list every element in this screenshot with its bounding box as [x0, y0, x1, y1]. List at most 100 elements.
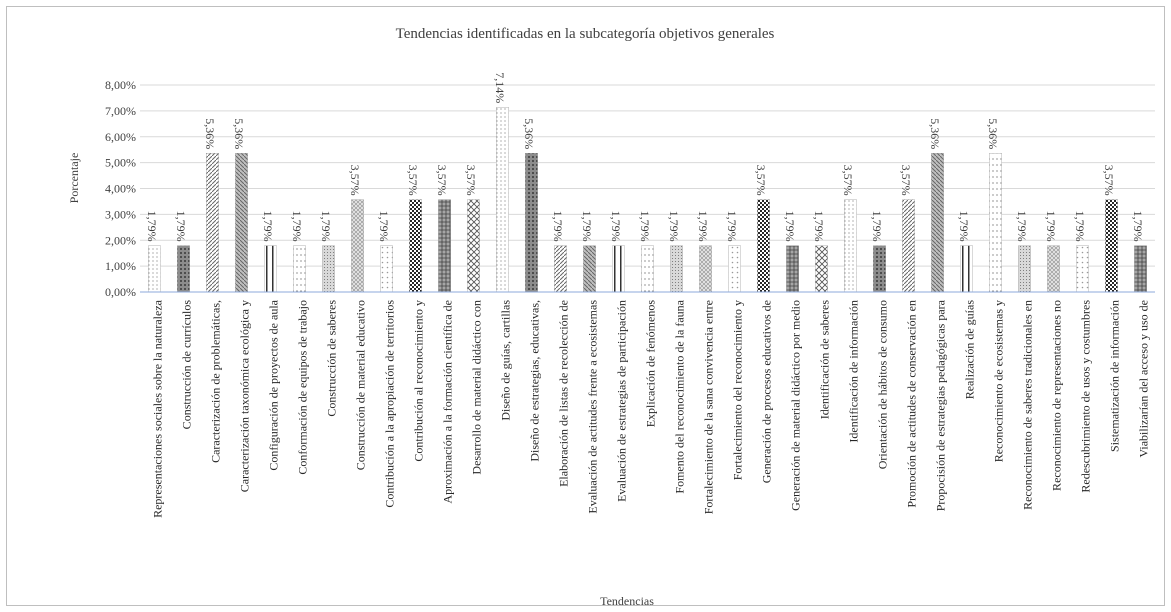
- y-tick-label: 0,00%: [105, 285, 136, 299]
- bar: [351, 199, 364, 293]
- bar: [148, 245, 161, 293]
- category-label: Generación de procesos educativos de: [759, 300, 773, 483]
- category-label: Evaluación de estrategias de participaci…: [614, 300, 628, 502]
- data-label: 1,79%: [319, 211, 333, 242]
- bar: [583, 245, 596, 293]
- category-label: Construcción de currículos: [179, 300, 193, 430]
- category-label: Caracterización de problemáticas,: [208, 300, 222, 463]
- data-label: 1,79%: [1044, 211, 1058, 242]
- category-label: Contribución a la apropiación de territo…: [382, 300, 396, 508]
- data-label: 5,36%: [928, 118, 942, 149]
- bar: [670, 245, 683, 293]
- data-label: 1,79%: [870, 211, 884, 242]
- data-label: 1,79%: [145, 211, 159, 242]
- bar: [757, 199, 770, 293]
- data-label: 1,79%: [957, 211, 971, 242]
- data-label: 1,79%: [696, 211, 710, 242]
- category-label: Explicación de fenómenos: [643, 300, 657, 428]
- category-label: Desarrollo de material didáctico con: [469, 300, 483, 475]
- data-label: 3,57%: [1102, 165, 1116, 196]
- y-tick-label: 4,00%: [105, 182, 136, 196]
- data-label: 1,79%: [261, 211, 275, 242]
- bar: [264, 245, 277, 293]
- category-label: Diseño de estrategias, educativas,: [527, 300, 541, 462]
- category-label: Aproximación a la formación científica d…: [440, 300, 454, 504]
- bar: [467, 199, 480, 293]
- bar: [206, 153, 219, 293]
- category-label: Reconocimiento de ecosistemas y: [991, 300, 1005, 462]
- category-label: Fomento del reconocimiento de la fauna: [672, 299, 686, 493]
- bar: [235, 153, 248, 293]
- bar: [815, 245, 828, 293]
- y-tick-label: 6,00%: [105, 130, 136, 144]
- category-label: Construcción de material educativo: [353, 300, 367, 470]
- y-tick-label: 2,00%: [105, 233, 136, 247]
- bar: [525, 153, 538, 293]
- category-label: Identificación de información: [846, 300, 860, 443]
- category-label: Conformación de equipos de trabajo: [295, 300, 309, 475]
- data-label: 3,57%: [899, 165, 913, 196]
- y-tick-label: 1,00%: [105, 259, 136, 273]
- category-label: Configuración de proyectos de aula: [266, 299, 280, 470]
- bar: [1076, 245, 1089, 293]
- category-label: Viabilizarían del acceso y uso de: [1136, 300, 1150, 458]
- category-label: Contribución al reconocimiento y: [411, 300, 425, 462]
- category-label: Reconocimiento de saberes tradicionales …: [1020, 300, 1034, 510]
- bar: [1134, 245, 1147, 293]
- data-label: 1,79%: [667, 211, 681, 242]
- data-label: 3,57%: [464, 165, 478, 196]
- data-label: 5,36%: [232, 118, 246, 149]
- y-tick-label: 3,00%: [105, 207, 136, 221]
- category-label: Sistematización de información: [1107, 300, 1121, 452]
- data-label: 3,57%: [754, 165, 768, 196]
- category-label: Reconocimiento de representaciones no: [1049, 300, 1063, 491]
- data-label: 5,36%: [203, 118, 217, 149]
- category-label: Promoción de actitudes de conservación e…: [904, 300, 918, 508]
- data-label: 5,36%: [986, 118, 1000, 149]
- data-label: 3,57%: [348, 165, 362, 196]
- data-label: 1,79%: [1015, 211, 1029, 242]
- category-label: Redescubrimiento de usos y costumbres: [1078, 300, 1092, 493]
- data-label: 1,79%: [580, 211, 594, 242]
- y-tick-label: 8,00%: [105, 78, 136, 92]
- bar: [873, 245, 886, 293]
- bar: [496, 107, 509, 293]
- data-label: 3,57%: [435, 165, 449, 196]
- category-label: Orientación de hábitos de consumo: [875, 300, 889, 469]
- bar: [699, 245, 712, 293]
- bar: [931, 153, 944, 293]
- category-label: Caracterización taxonómica ecológica y: [237, 300, 251, 492]
- data-label: 1,79%: [290, 211, 304, 242]
- category-label: Fortalecimiento del reconocimiento y: [730, 300, 744, 480]
- data-label: 1,79%: [377, 211, 391, 242]
- chart-frame: [6, 6, 1165, 606]
- y-tick-label: 5,00%: [105, 156, 136, 170]
- category-label: Elaboración de listas de recolección de: [556, 300, 570, 487]
- bar: [612, 245, 625, 293]
- category-label: Evaluación de actitudes frente a ecosist…: [585, 300, 599, 514]
- category-label: Diseño de guías, cartillas: [498, 300, 512, 421]
- bar: [1105, 199, 1118, 293]
- bar: [322, 245, 335, 293]
- data-label: 1,79%: [638, 211, 652, 242]
- data-label: 1,79%: [1073, 211, 1087, 242]
- bar: [380, 245, 393, 293]
- bar: [1018, 245, 1031, 293]
- data-label: 1,79%: [812, 211, 826, 242]
- bar: [293, 245, 306, 293]
- data-label: 1,79%: [609, 211, 623, 242]
- bar: [177, 245, 190, 293]
- category-label: Construcción de saberes: [324, 300, 338, 417]
- data-label: 1,79%: [551, 211, 565, 242]
- bar: [989, 153, 1002, 293]
- data-label: 7,14%: [493, 72, 507, 103]
- bar: [409, 199, 422, 293]
- bar: [844, 199, 857, 293]
- bar: [902, 199, 915, 293]
- bar: [438, 199, 451, 293]
- category-label: Identificación de saberes: [817, 300, 831, 420]
- category-label: Realización de guías: [962, 300, 976, 400]
- data-label: 1,79%: [1131, 211, 1145, 242]
- data-label: 5,36%: [522, 118, 536, 149]
